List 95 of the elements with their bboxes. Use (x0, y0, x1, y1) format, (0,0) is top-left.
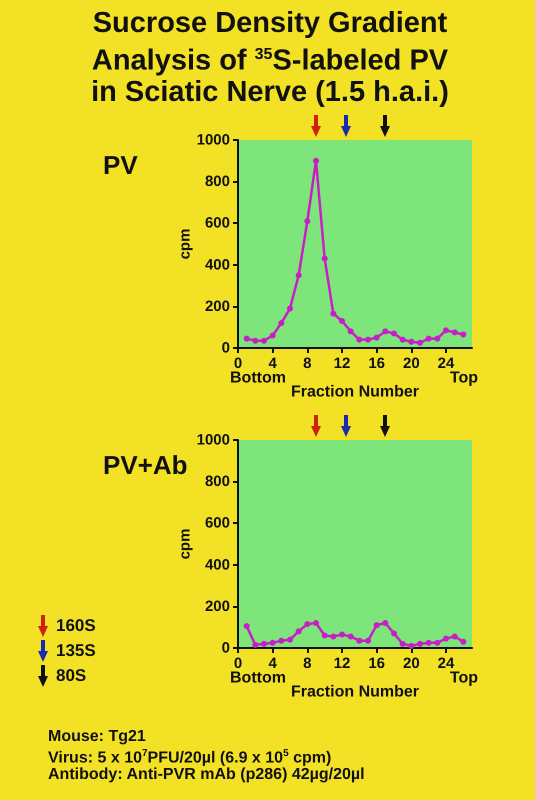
point (365, 638, 371, 644)
y-tick-label: 800 (204, 473, 230, 490)
y-tick-label: 800 (204, 173, 230, 190)
point (244, 336, 250, 342)
point (426, 336, 432, 342)
y-tick-label: 400 (204, 256, 230, 274)
y-tick-label: 200 (204, 298, 230, 315)
point (452, 634, 458, 640)
point (296, 272, 302, 278)
chart-subtitle: PV (103, 150, 138, 180)
y-tick-label: 200 (204, 598, 230, 615)
x-axis-title: Fraction Number (290, 684, 420, 700)
point (278, 638, 284, 644)
point (426, 640, 432, 646)
x-tick-label: 24 (438, 355, 455, 372)
point (270, 332, 276, 339)
x-tick-label: 20 (402, 355, 420, 372)
point (322, 256, 328, 262)
text: Virus: 5 x 10$^{7}$PFU/20µl (6.9 x 10$^{5}$ cpm) (48, 748, 332, 766)
point (339, 318, 345, 324)
point (400, 336, 406, 343)
y-tick-label: 1000 (196, 132, 230, 148)
y-tick-label: 1000 (196, 432, 230, 448)
point (287, 305, 293, 312)
text: 80S (56, 664, 86, 686)
point (348, 328, 354, 334)
text: Top (450, 370, 478, 386)
point (391, 330, 397, 336)
point (408, 338, 414, 345)
point (391, 630, 397, 636)
x-tick-label: 4 (268, 355, 278, 372)
x-axis-title: Fraction Number (290, 384, 420, 400)
x-tick-label: 4 (268, 655, 278, 672)
point (252, 338, 258, 344)
point (434, 336, 440, 342)
y-axis-title: cpm (176, 228, 194, 260)
chart-subtitle: PV+Ab (103, 450, 188, 480)
point (252, 642, 258, 648)
point (443, 327, 449, 334)
text: Bottom (230, 370, 286, 386)
point (244, 623, 250, 630)
point (287, 636, 293, 643)
text: Top (450, 670, 478, 686)
x-tick-label: 0 (234, 355, 242, 372)
text: 160S (56, 614, 96, 636)
point (313, 620, 319, 626)
point (452, 329, 458, 336)
x-tick-label: 0 (234, 655, 242, 672)
point (304, 621, 310, 628)
point (356, 638, 362, 644)
point (434, 640, 440, 646)
point (270, 640, 276, 646)
point (382, 328, 388, 334)
point (356, 336, 362, 343)
y-tick-label: 400 (204, 556, 230, 574)
point (348, 634, 354, 640)
y-axis-title: cpm (176, 528, 194, 560)
x-tick-label: 8 (303, 655, 312, 672)
point (322, 632, 328, 639)
point (261, 640, 267, 647)
y-tick-label: 0 (222, 340, 230, 356)
point (330, 634, 336, 640)
point (330, 310, 336, 317)
point (374, 334, 380, 341)
y-tick-label: 600 (204, 214, 230, 232)
y-tick-label: 600 (204, 514, 230, 532)
x-tick-label: 8 (303, 355, 312, 372)
point (460, 638, 466, 645)
point (382, 620, 388, 626)
point (400, 640, 406, 647)
point (460, 331, 466, 338)
chart-title: Sucrose Density Gradient Analysis of $^{35}$S-labeled PV in Sciatic Nerve (1.5 h.a.i.) (90, 7, 450, 108)
x-tick-label: 12 (334, 355, 350, 372)
x-tick-label: 16 (368, 655, 386, 672)
point (417, 640, 423, 647)
point (374, 622, 380, 628)
x-tick-label: 24 (438, 655, 455, 672)
x-tick-label: 20 (402, 655, 420, 672)
point (313, 158, 319, 164)
point (365, 336, 371, 343)
point (296, 628, 302, 634)
text: Mouse: Tg21 (48, 728, 146, 745)
x-tick-label: 12 (334, 655, 350, 672)
point (278, 320, 284, 326)
point (417, 340, 423, 346)
point (443, 636, 449, 642)
y-tick-label: 0 (222, 640, 230, 656)
text: 135S (56, 640, 96, 662)
point (339, 631, 345, 638)
point (408, 642, 414, 649)
text: Bottom (230, 670, 286, 686)
text: Antibody: Anti-PVR mAb (p286) 42µg/20µl (48, 766, 365, 784)
x-tick-label: 16 (368, 355, 386, 372)
point (261, 338, 267, 344)
point (304, 218, 310, 224)
